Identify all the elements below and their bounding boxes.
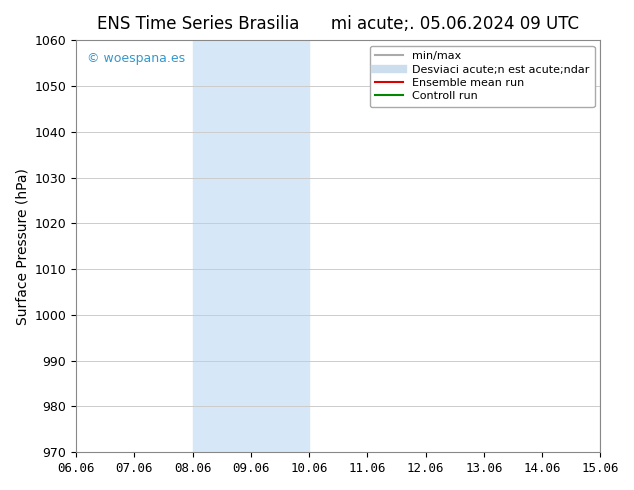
Y-axis label: Surface Pressure (hPa): Surface Pressure (hPa) xyxy=(15,168,29,325)
Title: ENS Time Series Brasilia      mi acute;. 05.06.2024 09 UTC: ENS Time Series Brasilia mi acute;. 05.0… xyxy=(97,15,579,33)
Legend: min/max, Desviaci acute;n est acute;ndar, Ensemble mean run, Controll run: min/max, Desviaci acute;n est acute;ndar… xyxy=(370,46,595,107)
Text: © woespana.es: © woespana.es xyxy=(87,52,184,66)
Bar xyxy=(193,40,309,452)
Bar xyxy=(600,40,634,452)
